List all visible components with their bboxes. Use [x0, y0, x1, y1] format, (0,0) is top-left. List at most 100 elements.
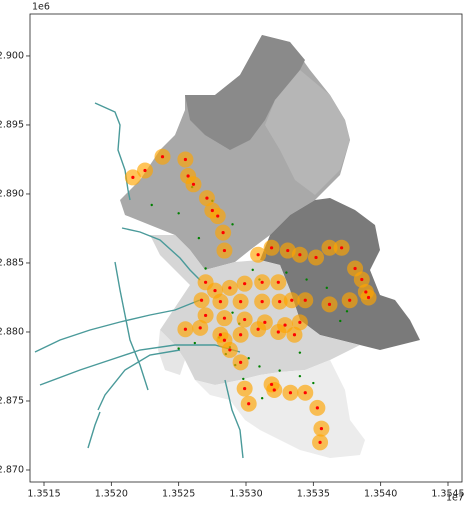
point — [177, 347, 180, 350]
y-offset-label: 1e6 — [32, 2, 50, 13]
station — [348, 298, 352, 302]
station — [210, 208, 214, 213]
y-tick-label: 2.900 — [0, 50, 24, 61]
station — [278, 300, 282, 304]
point — [325, 286, 328, 290]
river — [34, 299, 201, 353]
rivers — [34, 102, 244, 459]
station — [276, 330, 280, 334]
station — [269, 382, 274, 387]
point — [312, 381, 315, 385]
station — [243, 317, 247, 322]
district — [150, 235, 360, 385]
station — [327, 302, 332, 306]
station — [198, 326, 202, 330]
station — [315, 406, 319, 410]
point — [339, 319, 342, 323]
station — [303, 298, 307, 302]
x-tick-label: 1.3540 — [364, 489, 397, 500]
point — [260, 397, 264, 400]
station — [318, 440, 322, 444]
x-tick-label: 1.3515 — [27, 489, 60, 500]
station — [191, 182, 196, 186]
station — [183, 157, 188, 162]
station — [319, 426, 324, 431]
station — [292, 333, 297, 337]
station — [186, 174, 190, 178]
station — [366, 295, 371, 300]
station — [272, 388, 276, 392]
y-tick-label: 2.875 — [0, 395, 24, 406]
station — [298, 253, 302, 257]
point — [231, 311, 234, 314]
station — [260, 280, 264, 284]
y-tick-label: 2.880 — [0, 326, 24, 337]
station — [276, 280, 280, 284]
station — [364, 290, 368, 294]
point — [305, 278, 308, 281]
station — [213, 288, 217, 293]
point — [231, 223, 234, 226]
point — [150, 203, 153, 207]
river — [97, 349, 181, 411]
station — [228, 348, 232, 352]
station — [260, 300, 264, 304]
point — [285, 271, 288, 274]
point — [197, 236, 201, 240]
x-tick-label: 1.3525 — [162, 489, 195, 500]
station — [353, 266, 357, 271]
station — [247, 402, 251, 406]
point — [298, 351, 302, 354]
district — [185, 35, 305, 150]
point — [242, 377, 245, 381]
station — [243, 282, 247, 286]
station — [143, 168, 147, 173]
point — [258, 365, 261, 368]
station — [221, 231, 225, 235]
y-tick-label: 2.870 — [0, 464, 24, 475]
district — [158, 330, 185, 375]
station — [303, 391, 307, 395]
point — [298, 374, 302, 378]
y-tick-label: 2.890 — [0, 188, 24, 199]
station — [218, 300, 223, 304]
station — [131, 175, 135, 180]
x-tick-label: 1.3545 — [431, 489, 464, 500]
station — [183, 327, 188, 331]
x-tick-label: 1.3530 — [229, 489, 262, 500]
station — [205, 196, 209, 200]
station — [256, 253, 260, 257]
point — [247, 357, 250, 360]
station — [239, 300, 243, 304]
y-tick-label: 2.895 — [0, 119, 24, 130]
station — [283, 323, 287, 327]
station — [256, 327, 260, 331]
station — [218, 333, 223, 337]
district — [265, 70, 350, 195]
station — [286, 248, 290, 253]
river — [121, 227, 201, 281]
station — [204, 280, 208, 284]
station — [263, 320, 267, 324]
x-tick-label: 1.3520 — [95, 489, 128, 500]
river — [224, 379, 244, 459]
station — [222, 316, 227, 320]
station — [216, 214, 220, 218]
point — [193, 341, 197, 345]
river — [114, 261, 149, 391]
marks — [124, 148, 377, 451]
station — [239, 333, 243, 337]
station — [160, 155, 165, 159]
station — [327, 246, 332, 250]
station — [290, 298, 294, 302]
station — [228, 286, 232, 290]
point — [204, 267, 207, 270]
river — [39, 344, 241, 386]
station — [314, 255, 318, 260]
station — [288, 391, 293, 395]
station — [298, 320, 302, 324]
station — [269, 246, 274, 250]
x-offset-label: 1e7 — [446, 493, 464, 504]
x-tick-label: 1.3535 — [297, 489, 330, 500]
